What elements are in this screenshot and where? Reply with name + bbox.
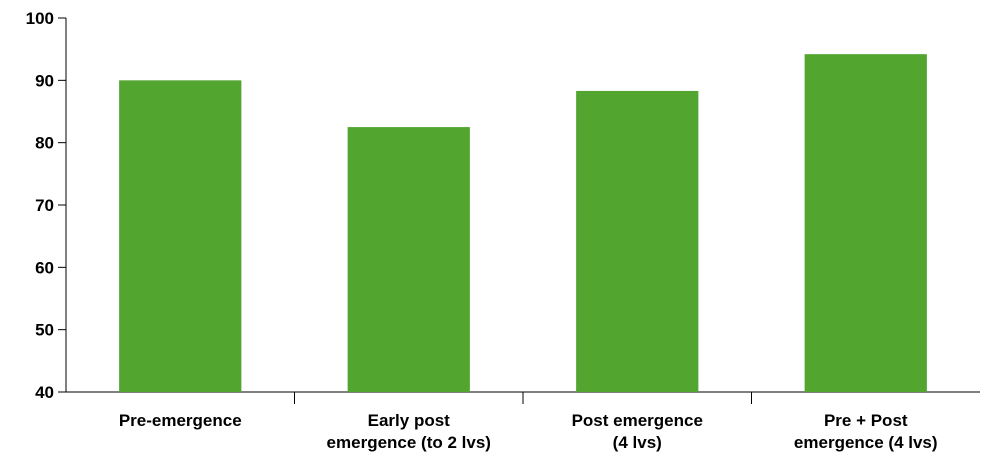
x-category-label: Pre-emergence (119, 411, 242, 430)
x-category-label: (4 lvs) (613, 433, 662, 452)
x-category-label: Post emergence (572, 411, 703, 430)
y-tick-label: 60 (35, 258, 54, 277)
y-tick-label: 70 (35, 196, 54, 215)
bar (119, 80, 242, 392)
y-axis: 40 50 60 70 80 90 100 (26, 9, 67, 402)
category-labels: Pre-emergence Early post emergence (to 2 l… (119, 411, 938, 452)
bars (119, 54, 927, 393)
y-tick-label: 50 (35, 321, 54, 340)
x-category-label: emergence (4 lvs) (794, 433, 938, 452)
bar (804, 54, 927, 393)
bar (576, 90, 699, 393)
y-tick-label: 80 (35, 134, 54, 153)
y-tick-label: 40 (35, 383, 54, 402)
x-category-label: Early post (368, 411, 451, 430)
x-category-label: emergence (to 2 lvs) (327, 433, 491, 452)
y-tick-label: 100 (26, 9, 54, 28)
x-axis (66, 391, 980, 404)
x-category-label: Pre + Post (824, 411, 908, 430)
bar (347, 127, 470, 392)
y-tick-label: 90 (35, 71, 54, 90)
